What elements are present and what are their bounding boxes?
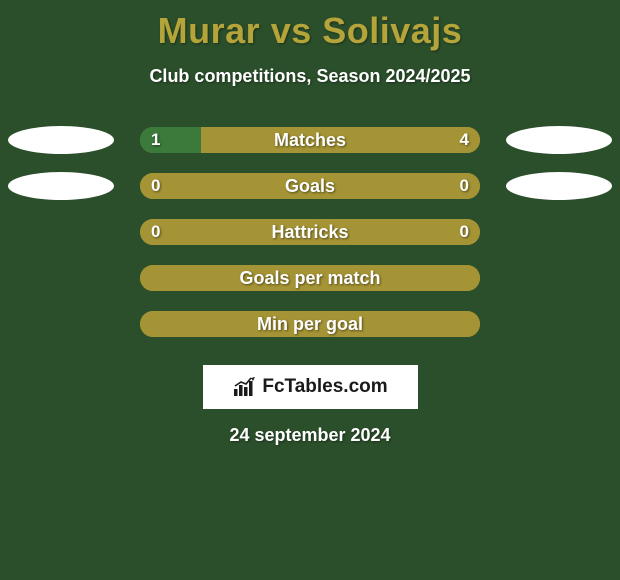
stat-label: Goals per match	[140, 265, 480, 291]
logo-box: FcTables.com	[203, 365, 418, 409]
stat-bar: Goals per match	[140, 265, 480, 291]
logo: FcTables.com	[232, 376, 387, 398]
date: 24 september 2024	[0, 425, 620, 446]
stat-bar: Hattricks0 0	[140, 219, 480, 245]
stat-row: Goals0 0	[0, 163, 620, 209]
comparison-rows: Matches14Goals00Hattricks00Goals per mat…	[0, 117, 620, 347]
stat-value-left: 0	[140, 219, 171, 245]
stat-label: Goals	[140, 173, 480, 199]
stat-value-right: 0	[449, 219, 480, 245]
stat-label: Matches	[140, 127, 480, 153]
player-right-marker	[506, 172, 612, 200]
player-left-marker	[8, 126, 114, 154]
logo-text: FcTables.com	[262, 376, 387, 398]
chart-icon	[232, 377, 258, 397]
stat-row: Min per goal	[0, 301, 620, 347]
subtitle: Club competitions, Season 2024/2025	[0, 66, 620, 87]
stat-row: Hattricks0 0	[0, 209, 620, 255]
player-right-marker	[506, 126, 612, 154]
stat-bar: Goals0 0	[140, 173, 480, 199]
page-title: Murar vs Solivajs	[0, 0, 620, 52]
stat-row: Goals per match	[0, 255, 620, 301]
stat-value-right: 0	[449, 173, 480, 199]
stat-label: Hattricks	[140, 219, 480, 245]
stat-value-right: 4	[449, 127, 480, 153]
stat-value-left: 0	[140, 173, 171, 199]
stat-bar: Min per goal	[140, 311, 480, 337]
stat-bar: Matches1 4	[140, 127, 480, 153]
stat-value-left: 1	[140, 127, 171, 153]
player-left-marker	[8, 172, 114, 200]
stat-row: Matches1 4	[0, 117, 620, 163]
stat-label: Min per goal	[140, 311, 480, 337]
